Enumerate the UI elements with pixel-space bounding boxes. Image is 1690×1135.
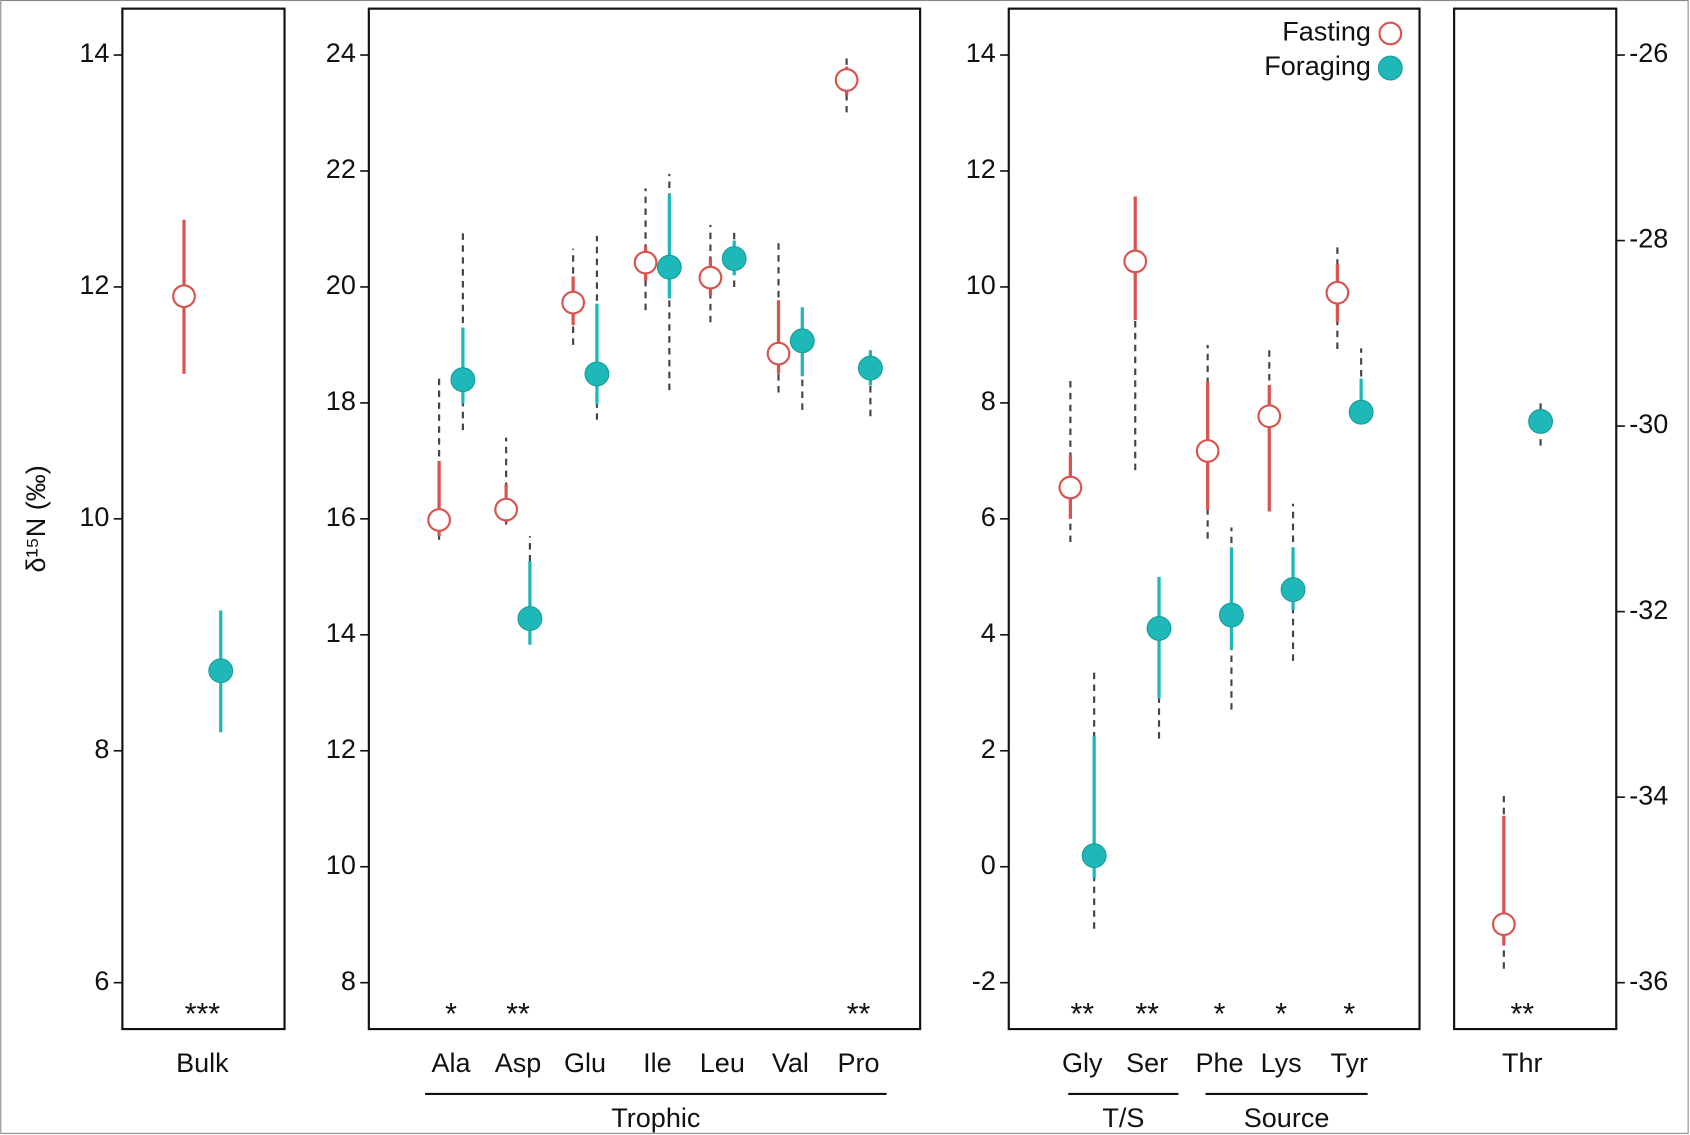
x-tick-label: Ile [643,1048,672,1078]
x-tick-label: Bulk [176,1048,229,1078]
point [857,355,883,381]
y-tick-label: 4 [981,618,996,648]
y-tick-label: 22 [326,154,356,184]
point [1257,404,1282,429]
y-tick-label: -36 [1629,966,1668,996]
x-tick-label: Val [772,1048,809,1078]
significance: * [1214,998,1226,1031]
legend-label: Fasting [1282,17,1371,47]
significance: * [1343,998,1355,1031]
x-tick-label: Ala [431,1048,471,1078]
point [450,367,476,393]
point [1219,602,1244,628]
x-tick-label: Tyr [1331,1048,1369,1078]
y-tick-label: 10 [326,850,356,880]
significance: ** [1510,998,1534,1031]
group-label: Source [1244,1103,1330,1133]
significance: ** [1135,998,1159,1031]
x-tick-label: Pro [837,1048,879,1078]
point [698,265,723,290]
x-tick-label: Ser [1126,1048,1168,1078]
point [494,497,519,522]
y-tick-label: 14 [326,618,356,648]
point [721,246,747,271]
y-tick-label: 0 [981,850,996,880]
panel-frame [121,7,286,1031]
y-tick-label: 16 [326,502,356,532]
point [584,361,610,387]
point [1280,577,1306,603]
y-tick-label: 12 [79,270,109,300]
y-tick-label: 8 [94,734,109,764]
y-tick-label: 20 [326,270,356,300]
point [1123,249,1148,274]
point [427,508,451,532]
point [1528,409,1554,434]
y-tick-label: -28 [1629,224,1668,254]
x-tick-label: Glu [564,1048,606,1078]
y-tick-label: 24 [326,38,356,68]
point [1058,475,1083,500]
y-tick-label: -30 [1629,409,1668,439]
significance: *** [185,998,221,1031]
significance: ** [847,998,871,1031]
legend-marker [1377,55,1403,81]
panel-frame [367,7,922,1031]
point [1195,439,1220,463]
significance: * [1275,998,1287,1031]
y-tick-label: 14 [966,38,996,68]
y-tick-label: 2 [981,734,996,764]
point [633,250,658,275]
point [1146,616,1172,641]
group-label: T/S [1102,1103,1144,1133]
y-tick-label: 12 [326,734,356,764]
point [789,328,815,354]
point [561,290,586,315]
legend-label: Foraging [1264,51,1371,81]
x-tick-label: Leu [700,1048,745,1078]
point [172,284,196,309]
y-tick-label: 8 [981,386,996,416]
x-tick-label: Lys [1261,1048,1302,1078]
point [1325,280,1350,305]
point [1348,399,1374,425]
y-tick-label: 12 [966,154,996,184]
y-tick-label: -2 [972,966,996,996]
y-tick-label: -26 [1629,38,1668,68]
point [1081,843,1107,869]
y-tick-label: 6 [981,502,996,532]
point [208,658,234,684]
group-label: Trophic [611,1103,700,1133]
y-tick-label: 18 [326,386,356,416]
point [517,606,543,632]
x-tick-label: Thr [1502,1048,1543,1078]
y-tick-label: 14 [79,38,109,68]
point [766,341,791,366]
y-tick-label: 8 [341,966,356,996]
panel-frame [1453,7,1618,1031]
point [656,254,682,280]
significance: ** [506,998,530,1031]
y-tick-label: 10 [79,502,109,532]
point [1491,912,1516,937]
y-tick-label: 10 [966,270,996,300]
y-tick-label: -32 [1629,595,1668,625]
x-tick-label: Phe [1196,1048,1244,1078]
significance: * [445,998,457,1031]
point [834,68,859,92]
legend-marker [1378,21,1403,46]
x-tick-label: Asp [495,1048,542,1078]
x-tick-label: Gly [1062,1048,1103,1078]
y-tick-label: -34 [1629,780,1668,810]
y-axis-label: δ¹⁵N (‰) [21,465,51,572]
y-tick-label: 6 [94,966,109,996]
significance: ** [1070,998,1094,1031]
